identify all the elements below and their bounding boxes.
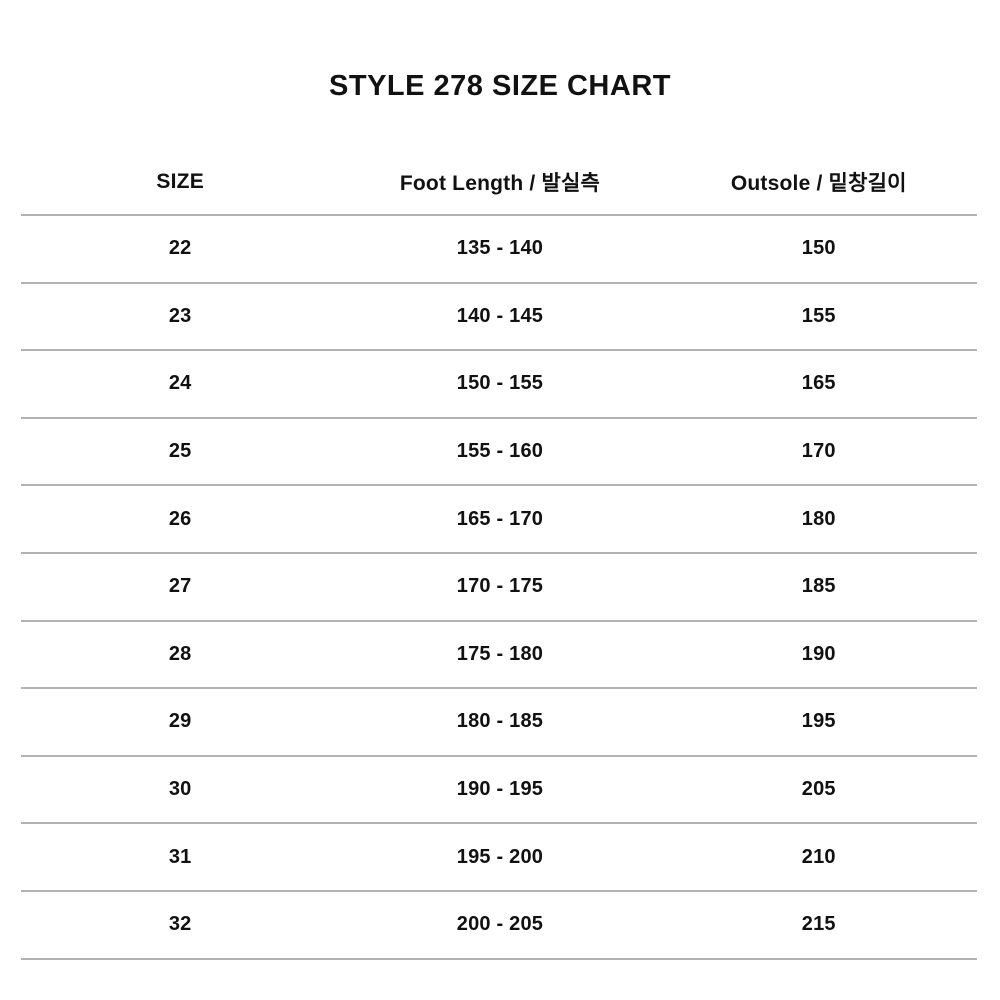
size-cell: 22 xyxy=(168,237,192,260)
size-cell: 29 xyxy=(168,710,192,733)
foot-length-cell: 190 - 195 xyxy=(456,778,544,801)
column-header-foot-length: Foot Length / 발실측 xyxy=(399,172,601,195)
table-row: 32 200 - 205 215 xyxy=(21,892,977,960)
table-row: 30 190 - 195 205 xyxy=(21,757,977,825)
size-cell: 28 xyxy=(168,642,192,665)
page-title: STYLE 278 SIZE CHART xyxy=(329,70,671,102)
outsole-cell: 165 xyxy=(801,372,836,395)
foot-length-cell: 175 - 180 xyxy=(456,642,544,665)
table-row: 22 135 - 140 150 xyxy=(21,216,977,284)
size-cell: 24 xyxy=(168,372,192,395)
foot-length-cell: 180 - 185 xyxy=(456,710,544,733)
outsole-cell: 185 xyxy=(801,575,836,598)
outsole-cell: 205 xyxy=(801,778,836,801)
foot-length-cell: 165 - 170 xyxy=(456,507,544,530)
size-cell: 27 xyxy=(168,575,192,598)
table-row: 24 150 - 155 165 xyxy=(21,351,977,419)
foot-length-cell: 170 - 175 xyxy=(456,575,544,598)
table-row: 31 195 - 200 210 xyxy=(21,824,977,892)
outsole-cell: 215 xyxy=(801,913,836,936)
outsole-cell: 180 xyxy=(801,507,836,530)
outsole-cell: 195 xyxy=(801,710,836,733)
size-cell: 23 xyxy=(168,304,192,327)
outsole-cell: 150 xyxy=(801,237,836,260)
foot-length-cell: 140 - 145 xyxy=(456,304,544,327)
size-cell: 26 xyxy=(168,507,192,530)
size-cell: 25 xyxy=(168,440,192,463)
outsole-cell: 170 xyxy=(801,440,836,463)
size-cell: 32 xyxy=(168,913,192,936)
foot-length-cell: 135 - 140 xyxy=(456,237,544,260)
table-row: 29 180 - 185 195 xyxy=(21,689,977,757)
table-row: 26 165 - 170 180 xyxy=(21,486,977,554)
outsole-cell: 210 xyxy=(801,845,836,868)
table-row: 25 155 - 160 170 xyxy=(21,419,977,487)
column-header-outsole: Outsole / 밑창길이 xyxy=(730,172,907,195)
table-row: 27 170 - 175 185 xyxy=(21,554,977,622)
size-cell: 30 xyxy=(168,778,192,801)
foot-length-cell: 150 - 155 xyxy=(456,372,544,395)
foot-length-cell: 155 - 160 xyxy=(456,440,544,463)
foot-length-cell: 200 - 205 xyxy=(456,913,544,936)
table-header-row: SIZE Foot Length / 발실측 Outsole / 밑창길이 xyxy=(21,150,977,216)
size-chart-table: SIZE Foot Length / 발실측 Outsole / 밑창길이 22… xyxy=(21,150,977,960)
table-row: 28 175 - 180 190 xyxy=(21,622,977,690)
outsole-cell: 155 xyxy=(801,304,836,327)
column-header-size: SIZE xyxy=(156,170,204,193)
foot-length-cell: 195 - 200 xyxy=(456,845,544,868)
outsole-cell: 190 xyxy=(801,642,836,665)
table-row: 23 140 - 145 155 xyxy=(21,284,977,352)
size-cell: 31 xyxy=(168,845,192,868)
